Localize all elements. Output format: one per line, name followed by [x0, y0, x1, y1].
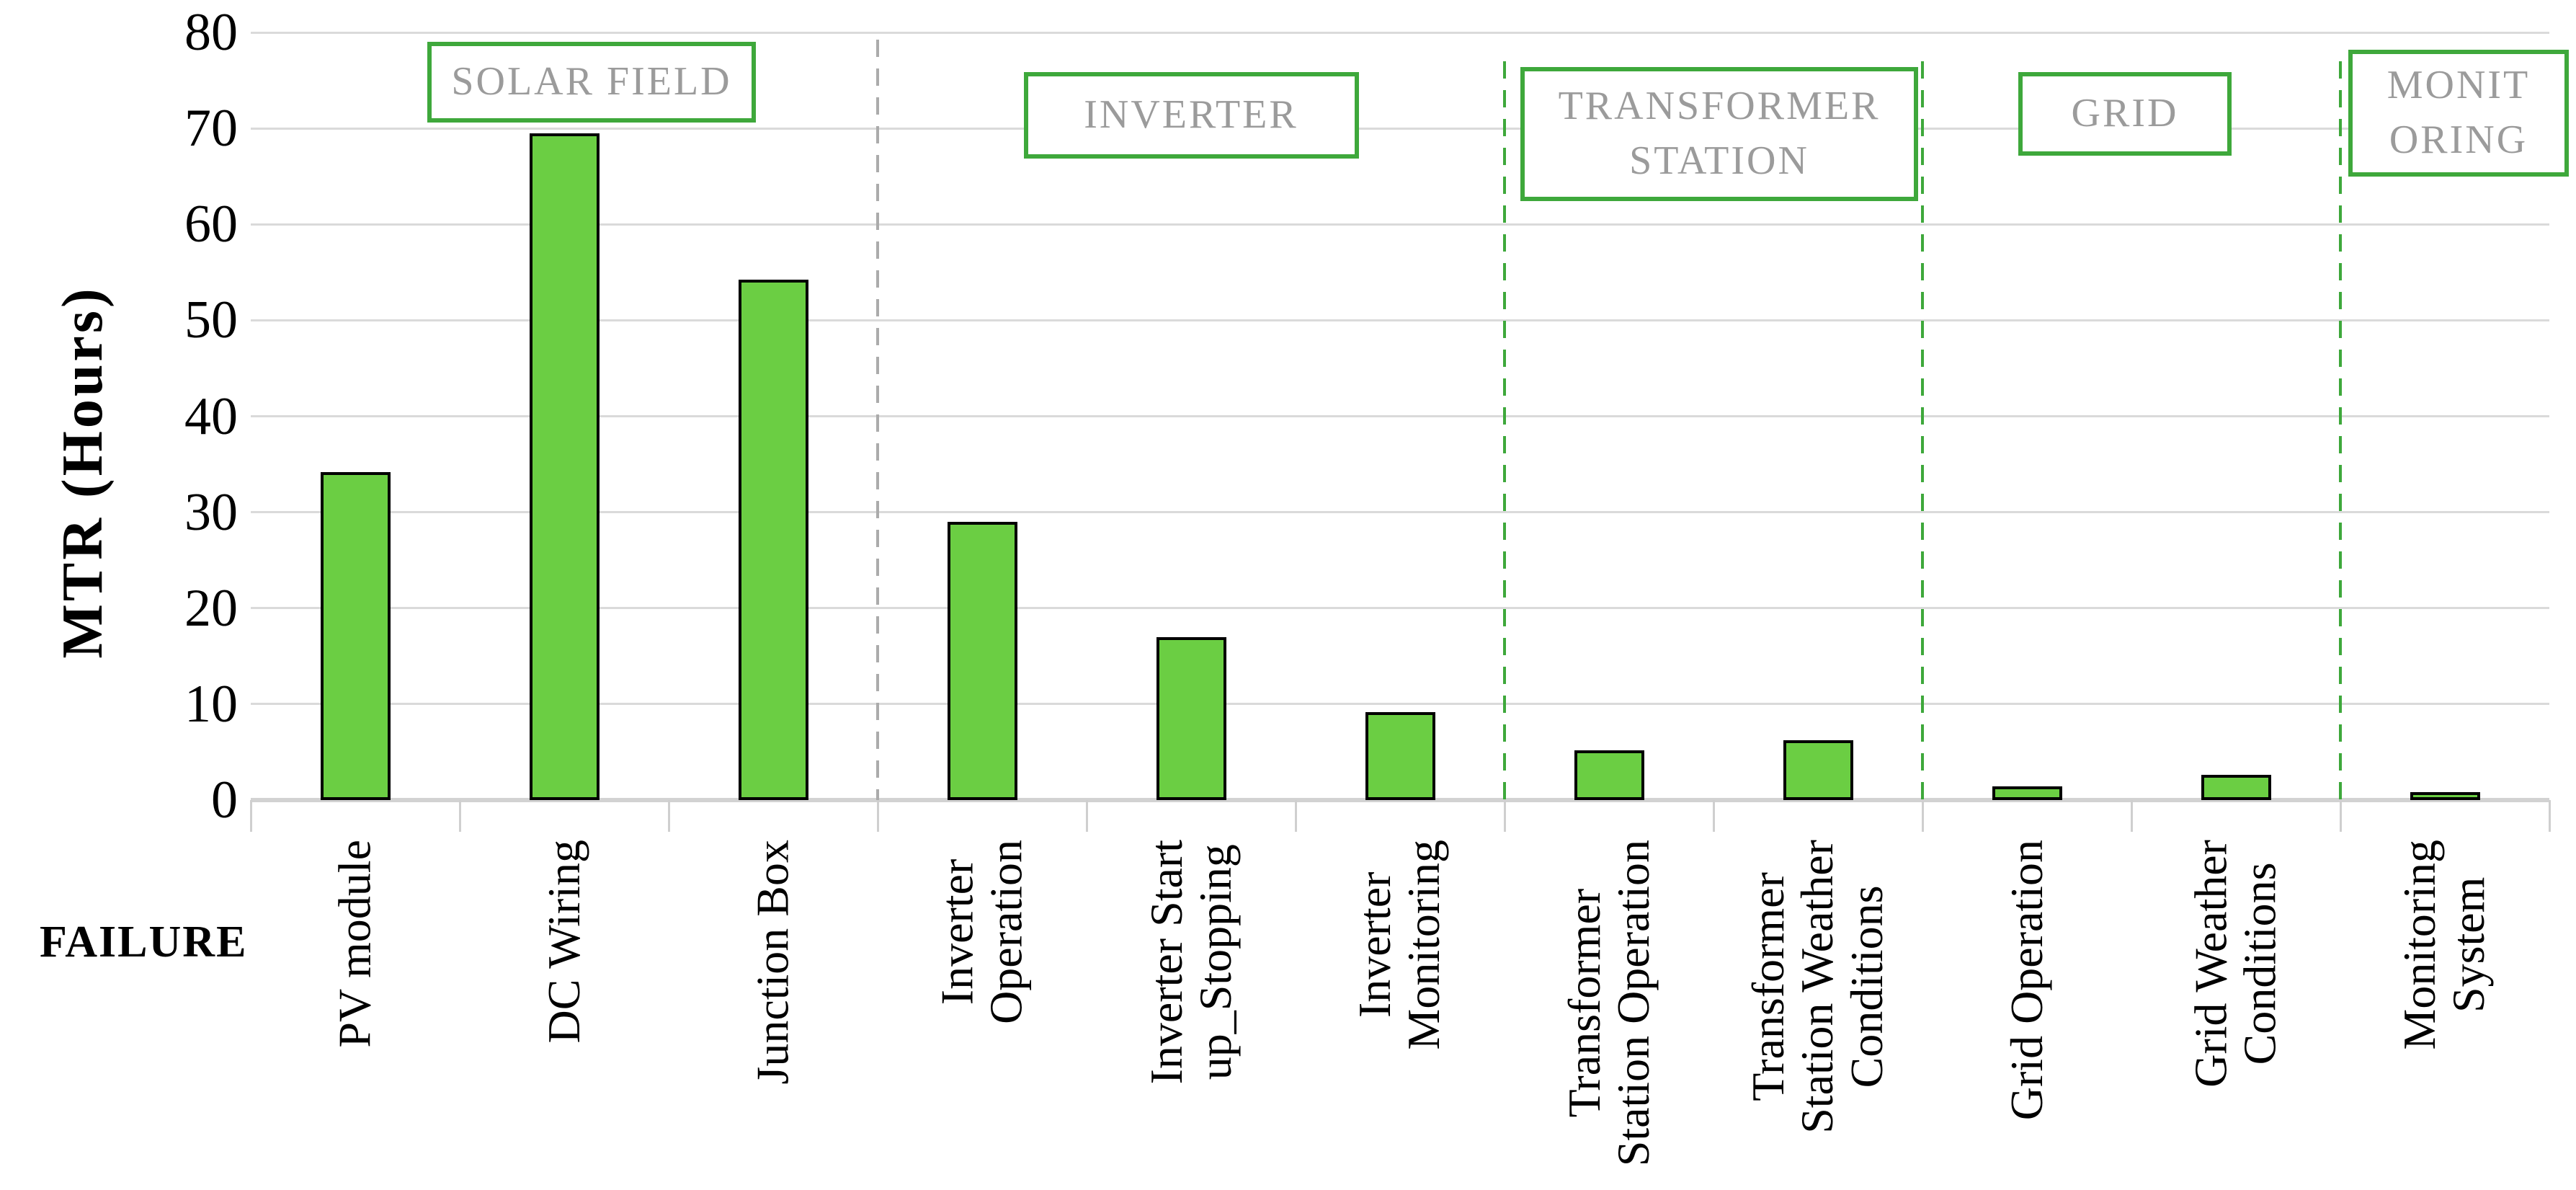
group-box-grid: GRID	[2018, 72, 2232, 156]
axis-baseline	[251, 798, 2549, 802]
group-box-transformer-station: TRANSFORMER STATION	[1520, 67, 1918, 201]
x-axis-boundary-tick-5	[1294, 800, 1297, 832]
y-tick-label-60: 60	[184, 195, 238, 254]
group-box-label: SOLAR FIELD	[451, 59, 732, 105]
group-separator-line-4	[2339, 61, 2342, 800]
bar-inverter-operation	[947, 521, 1017, 800]
y-tick-label-40: 40	[184, 386, 238, 446]
x-axis-boundary-tick-4	[1085, 800, 1088, 832]
gridline-50	[251, 319, 2549, 321]
gridline-10	[251, 703, 2549, 706]
x-tick-label-transformer-station-weather-conditions: Transformer Station Weather Conditions	[1742, 840, 1893, 1134]
group-box-inverter: INVERTER	[1023, 72, 1359, 159]
group-separator-line-2	[1503, 61, 1506, 800]
x-axis-boundary-tick-7	[1712, 800, 1715, 832]
bar-pv-module	[320, 471, 391, 800]
x-axis-boundary-tick-2	[667, 800, 670, 832]
x-tick-label-transformer-station-operation: Transformer Station Operation	[1558, 840, 1659, 1167]
x-tick-label-grid-weather-conditions: Grid Weather Conditions	[2185, 840, 2286, 1088]
y-tick-label-50: 50	[184, 290, 238, 350]
bar-transformer-station-operation	[1574, 750, 1644, 800]
x-tick-label-monitoring-system: Monitoring System	[2394, 840, 2495, 1050]
gridline-40	[251, 415, 2549, 417]
x-tick-label-pv-module: PV module	[329, 840, 380, 1048]
group-box-label: INVERTER	[1084, 92, 1298, 138]
y-tick-label-80: 80	[184, 3, 238, 62]
x-tick-label-inverter-operation: Inverter Operation	[931, 840, 1032, 1024]
x-tick-label-junction-box: Junction Box	[746, 840, 798, 1085]
x-axis-boundary-tick-1	[458, 800, 461, 832]
bar-junction-box	[738, 280, 808, 800]
x-axis-boundary-tick-10	[2339, 800, 2342, 832]
group-separator-line-3	[1921, 61, 1924, 800]
gridline-60	[251, 223, 2549, 226]
y-tick-label-10: 10	[184, 674, 238, 734]
x-axis-boundary-tick-8	[1921, 800, 1924, 832]
gridline-80	[251, 31, 2549, 34]
x-tick-label-inverter-start-up-stopping: Inverter Start up_Stopping	[1140, 840, 1241, 1085]
gridline-20	[251, 607, 2549, 610]
x-tick-label-dc-wiring: DC Wiring	[538, 840, 589, 1044]
group-box-label: TRANSFORMER STATION	[1558, 84, 1881, 183]
x-axis-boundary-tick-0	[249, 800, 252, 832]
bar-inverter-monitoring	[1365, 711, 1435, 800]
group-box-label: GRID	[2071, 91, 2179, 136]
gridline-70	[251, 127, 2549, 130]
x-axis-title: FAILURE	[40, 918, 248, 967]
x-axis-boundary-tick-3	[876, 800, 879, 832]
bar-grid-operation	[1992, 786, 2062, 800]
bar-dc-wiring	[529, 133, 600, 800]
bar-transformer-station-weather-conditions	[1783, 740, 1853, 800]
y-tick-label-70: 70	[184, 99, 238, 159]
group-box-solar field: SOLAR FIELD	[427, 42, 756, 123]
x-axis-boundary-tick-9	[2130, 800, 2133, 832]
x-tick-label-grid-operation: Grid Operation	[2000, 840, 2052, 1121]
group-separator-line-1	[876, 40, 879, 800]
y-tick-label-20: 20	[184, 578, 238, 638]
group-box-monit-oring: MONIT ORING	[2348, 50, 2569, 177]
group-box-label: MONIT ORING	[2386, 63, 2531, 162]
x-tick-label-inverter-monitoring: Inverter Monitoring	[1349, 840, 1450, 1050]
bar-grid-weather-conditions	[2201, 775, 2271, 800]
bar-inverter-start-up-stopping	[1156, 636, 1226, 800]
x-axis-boundary-tick-11	[2548, 800, 2551, 832]
y-tick-label-30: 30	[184, 482, 238, 542]
bar-monitoring-system	[2410, 792, 2480, 800]
y-tick-label-0: 0	[211, 771, 238, 830]
gridline-30	[251, 511, 2549, 514]
x-axis-boundary-tick-6	[1503, 800, 1506, 832]
